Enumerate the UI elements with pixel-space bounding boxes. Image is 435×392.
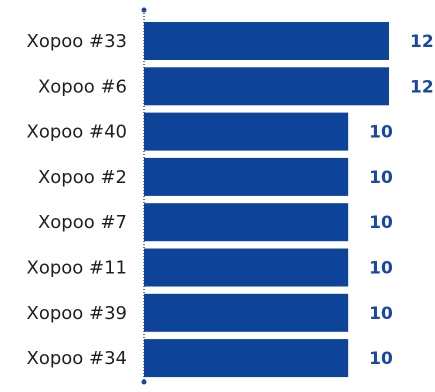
labels-layer: Хороо #33 12 Хороо #6 12 Хороо #40 10 Хороо #2…	[26, 31, 433, 369]
bar	[144, 293, 349, 332]
bar	[144, 203, 349, 242]
value-label: 10	[369, 123, 393, 143]
bar	[144, 112, 349, 151]
value-label: 10	[369, 168, 393, 188]
value-label: 12	[410, 77, 434, 97]
value-label: 10	[369, 349, 393, 369]
category-label: Хороо #11	[26, 258, 127, 279]
category-label: Хороо #2	[38, 167, 127, 188]
category-label: Хороо #7	[38, 212, 127, 233]
value-label: 10	[369, 259, 393, 279]
y-axis-bottom-marker	[141, 379, 147, 385]
y-axis-top-marker	[141, 7, 147, 13]
category-label: Хороо #39	[26, 303, 127, 324]
bar	[144, 248, 349, 287]
bar	[144, 67, 389, 106]
category-label: Хороо #40	[26, 122, 127, 143]
category-label: Хороо #34	[26, 348, 127, 369]
bar	[144, 157, 349, 196]
bar	[144, 339, 349, 378]
value-label: 10	[369, 304, 393, 324]
category-label: Хороо #33	[26, 31, 127, 52]
value-label: 12	[410, 32, 434, 52]
bars-layer	[144, 22, 389, 378]
category-label: Хороо #6	[38, 76, 127, 97]
value-label: 10	[369, 213, 393, 233]
bar	[144, 22, 389, 60]
